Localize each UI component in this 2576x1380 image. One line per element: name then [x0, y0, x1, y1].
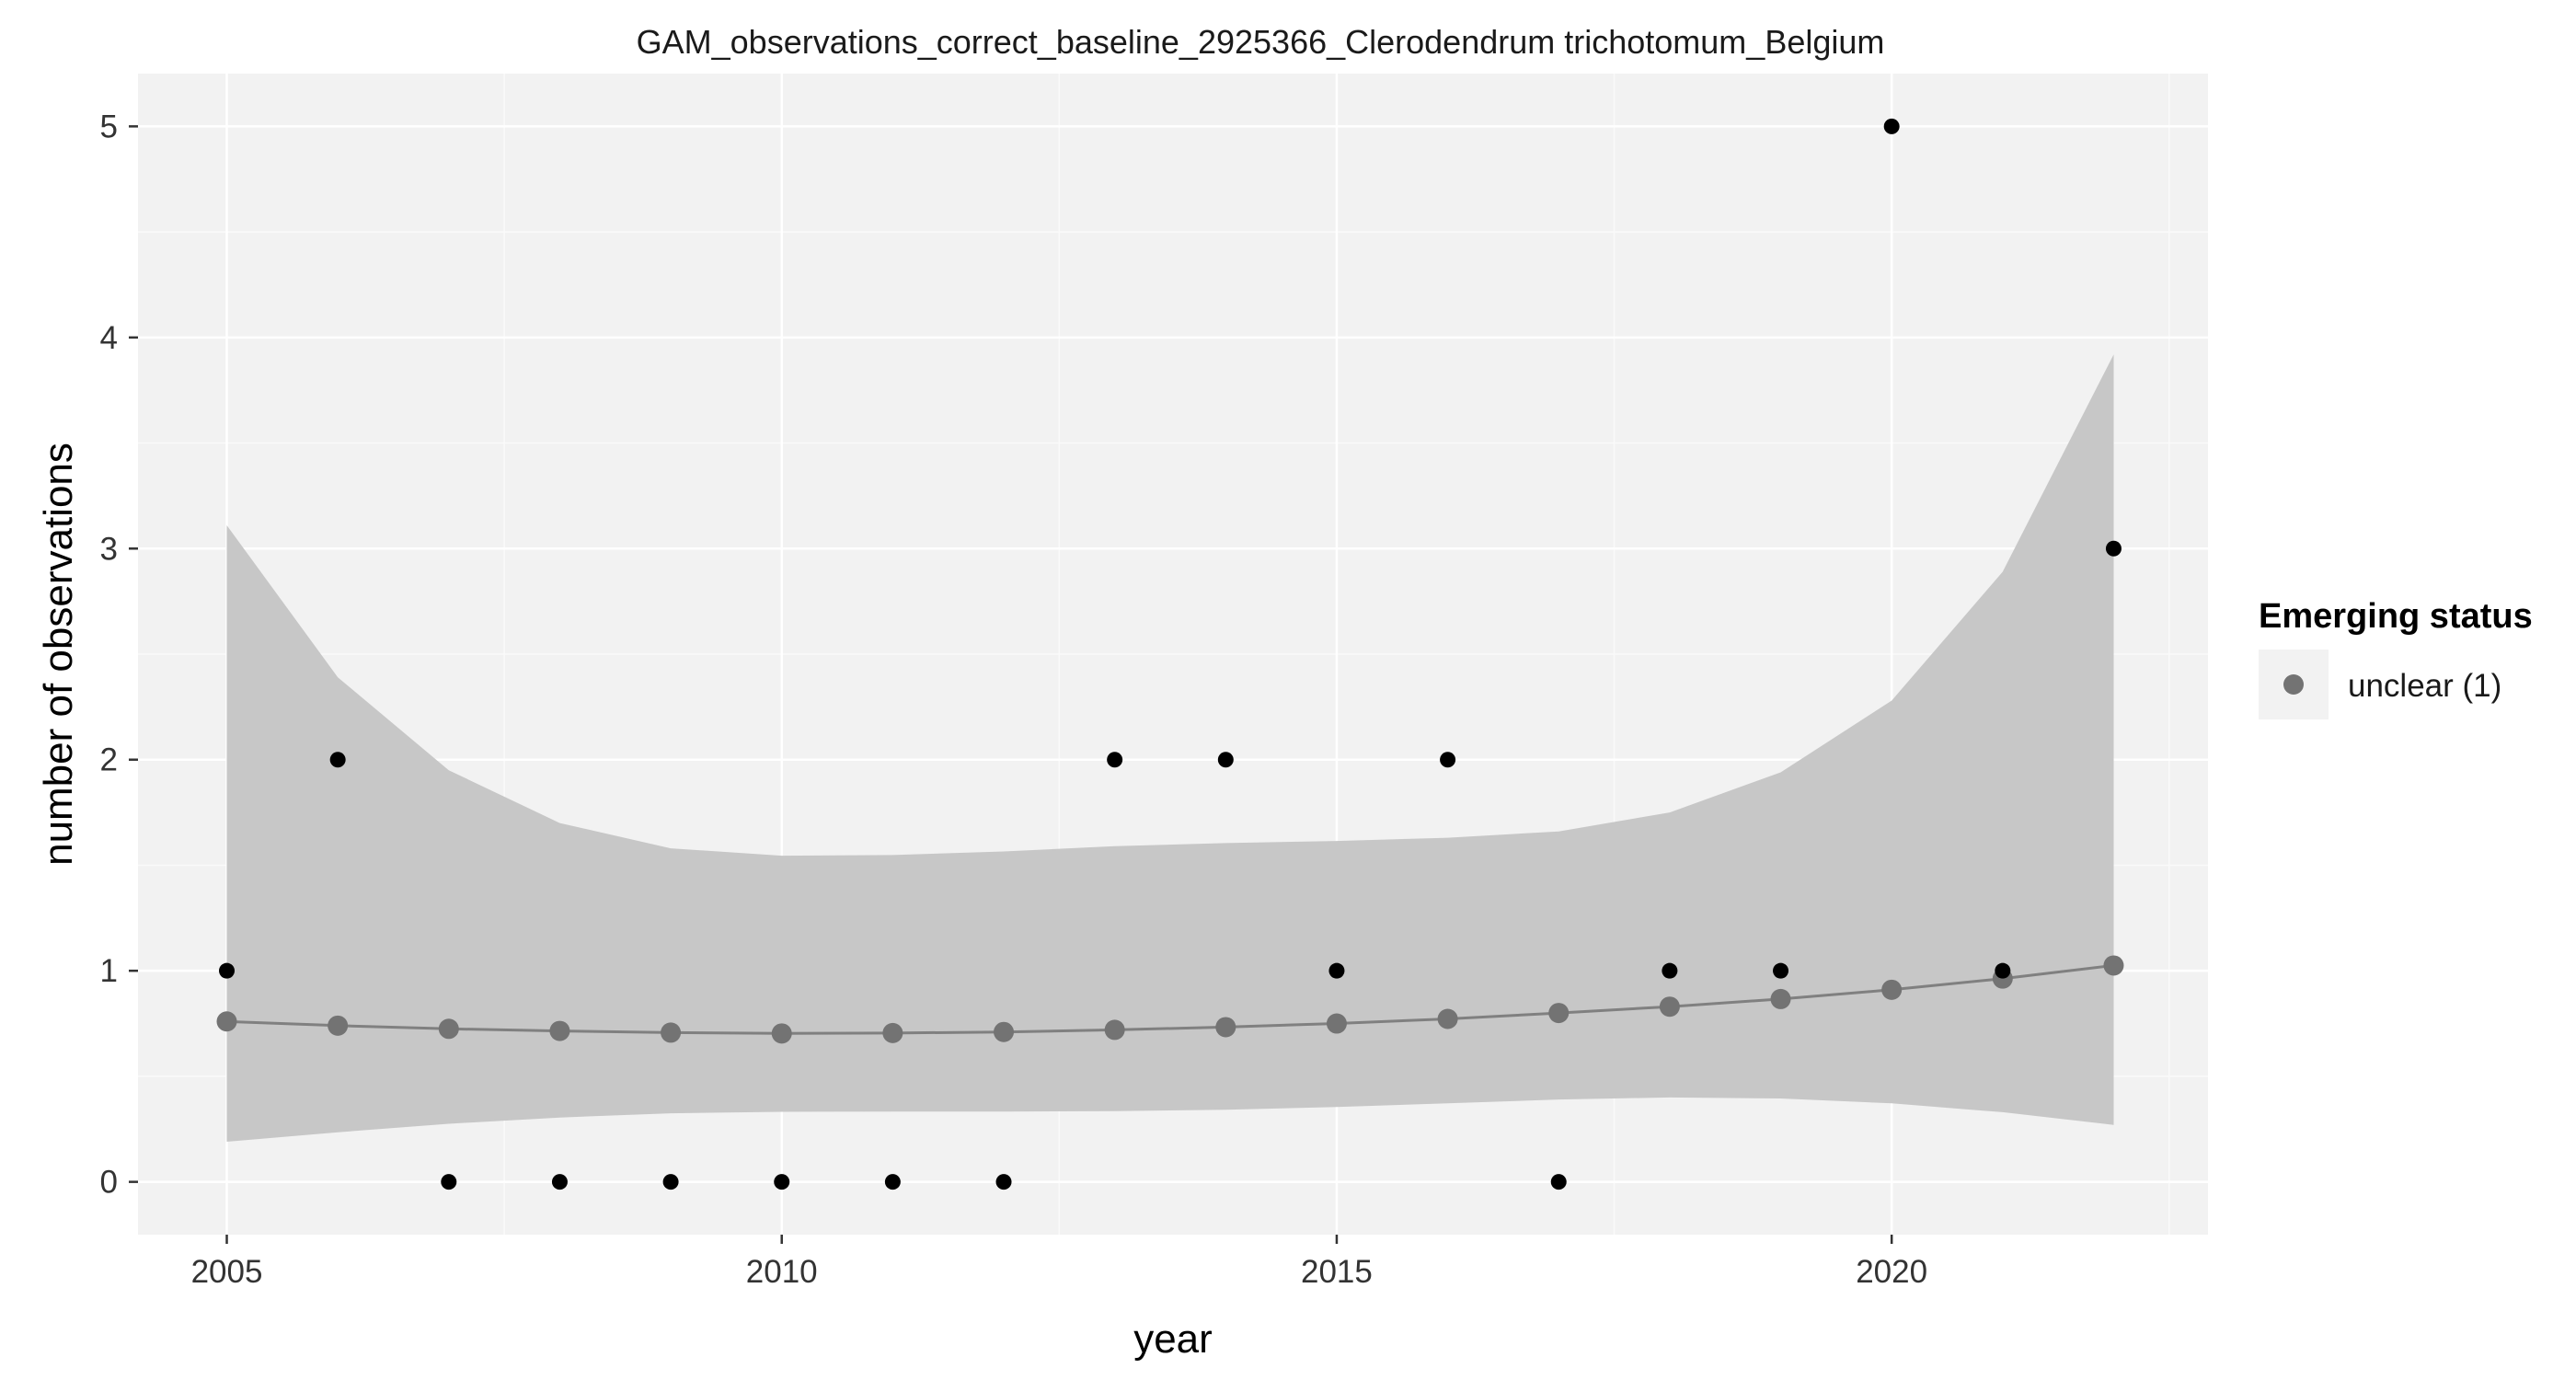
fit-line	[226, 963, 2114, 1035]
observation-point-2020	[1883, 118, 1900, 134]
y-tick-label-0: 0	[100, 1165, 118, 1201]
observation-point-2019	[1773, 962, 1789, 979]
observation-point-2014	[1217, 752, 1234, 768]
fit-point-2022	[2103, 955, 2124, 976]
fit-point-2013	[1104, 1019, 1125, 1041]
observation-point-2016	[1440, 752, 1456, 768]
observation-point-2006	[329, 752, 346, 768]
observation-point-2010	[774, 1174, 790, 1190]
y-tick-label-4: 4	[100, 320, 118, 356]
fit-point-2011	[882, 1022, 903, 1043]
chart-title: GAM_observations_correct_baseline_292536…	[637, 23, 1885, 61]
x-axis-title: year	[1133, 1317, 1213, 1362]
observation-point-2007	[441, 1174, 457, 1190]
fit-line-layer	[226, 963, 2114, 1035]
observation-point-2011	[884, 1174, 901, 1190]
fit-point-2018	[1659, 996, 1680, 1018]
observation-point-2021	[1995, 962, 2011, 979]
legend-key-point	[2283, 674, 2304, 695]
x-axis-ticks: 2005 2010 2015 2020	[191, 1235, 1927, 1290]
legend: Emerging status unclear (1)	[2259, 597, 2533, 719]
fit-point-2017	[1548, 1003, 1570, 1024]
x-tick-label-2: 2015	[1301, 1254, 1373, 1290]
observation-points-layer	[219, 118, 2122, 1190]
y-tick-label-3: 3	[100, 531, 118, 567]
fit-point-2019	[1770, 988, 1791, 1009]
observation-point-2013	[1107, 752, 1123, 768]
x-tick-label-0: 2005	[191, 1254, 263, 1290]
y-axis-title: number of observations	[36, 443, 81, 866]
y-tick-label-1: 1	[100, 953, 118, 989]
observation-point-2015	[1328, 962, 1345, 979]
observation-point-2018	[1662, 962, 1678, 979]
legend-title: Emerging status	[2259, 597, 2533, 636]
fit-point-2010	[771, 1023, 792, 1044]
fit-point-2007	[438, 1018, 459, 1040]
fit-point-2020	[1881, 979, 1903, 1000]
fit-point-2009	[661, 1022, 682, 1043]
fit-point-2016	[1437, 1008, 1458, 1029]
fit-point-2014	[1215, 1017, 1236, 1038]
observation-point-2009	[662, 1174, 679, 1190]
observation-point-2017	[1550, 1174, 1567, 1190]
y-tick-label-2: 2	[100, 742, 118, 778]
fit-point-2012	[994, 1021, 1015, 1042]
observation-point-2005	[219, 962, 236, 979]
y-tick-label-5: 5	[100, 109, 118, 144]
legend-entry-label: unclear (1)	[2348, 668, 2501, 704]
fit-point-2008	[549, 1020, 570, 1041]
fit-point-2006	[328, 1015, 349, 1036]
confidence-ribbon	[226, 354, 2114, 1142]
confidence-ribbon-layer	[226, 354, 2114, 1142]
y-axis-ticks: 0 1 2 3 4 5	[100, 109, 138, 1201]
fit-point-2005	[216, 1011, 237, 1032]
observation-point-2022	[2105, 540, 2122, 557]
observation-point-2012	[995, 1174, 1012, 1190]
observation-point-2008	[551, 1174, 568, 1190]
x-tick-label-3: 2020	[1856, 1254, 1927, 1290]
x-tick-label-1: 2010	[746, 1254, 818, 1290]
fit-point-2015	[1326, 1013, 1347, 1034]
